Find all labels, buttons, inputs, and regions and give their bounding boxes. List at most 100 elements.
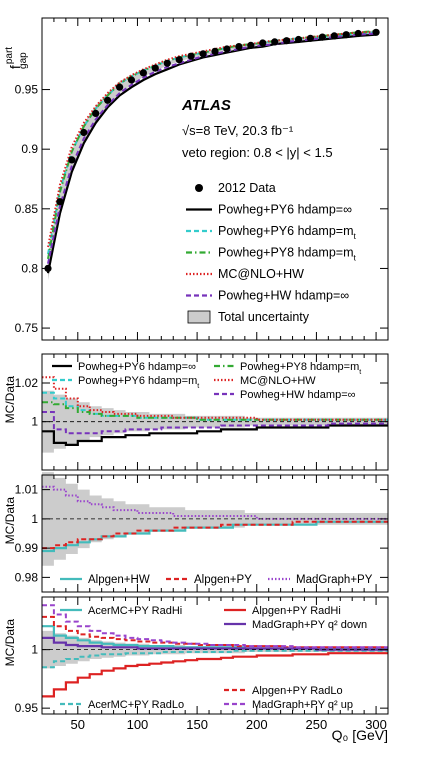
ratio3-uncertainty-band bbox=[42, 630, 388, 669]
ratio2-y-tick-label: 1.01 bbox=[15, 483, 39, 497]
x-tick-label: 150 bbox=[186, 717, 208, 732]
ratio2-y-axis-label: MC/Data bbox=[3, 497, 17, 545]
data-point bbox=[151, 64, 159, 72]
data-point bbox=[342, 31, 350, 39]
series-layer bbox=[42, 28, 388, 698]
legend-label: MadGraph+PY q² up bbox=[252, 699, 353, 711]
main-y-axis-label-sup: part bbox=[4, 47, 15, 64]
x-tick-label: 100 bbox=[127, 717, 149, 732]
data-point bbox=[211, 47, 219, 56]
ratio2-uncertainty-band bbox=[42, 472, 388, 566]
data-point bbox=[372, 28, 380, 36]
data-point bbox=[330, 32, 338, 40]
legend-label: Total uncertainty bbox=[218, 310, 310, 324]
ratio1-y-axis-label: MC/Data bbox=[3, 376, 17, 424]
legend-label: Powheg+PY6 hdamp=∞ bbox=[218, 203, 352, 217]
data-point bbox=[187, 52, 195, 60]
legend-label: Powheg+PY8 hdamp=mt bbox=[240, 361, 361, 376]
legend-label: Alpgen+PY RadHi bbox=[252, 605, 341, 617]
legend-label: Powheg+HW hdamp=∞ bbox=[240, 389, 355, 401]
ratio2-series-alpgen_hw bbox=[42, 520, 388, 553]
data-point bbox=[294, 35, 303, 44]
legend-label: MC@NLO+HW bbox=[218, 267, 304, 281]
x-axis-label: Q₀ [GeV] bbox=[332, 727, 388, 743]
data-point bbox=[175, 56, 183, 64]
data-point bbox=[116, 83, 124, 91]
ratio2-y-axis-label-text: MC/Data bbox=[3, 497, 17, 545]
legend-label-sub: t bbox=[354, 231, 357, 241]
legend-label: AcerMC+PY RadLo bbox=[88, 699, 184, 711]
ratio3-series-mg_q2up bbox=[42, 604, 388, 649]
ratio2-series-madgraph_py bbox=[42, 485, 388, 520]
ratio1-series-py6_inf bbox=[42, 424, 388, 446]
data-point bbox=[104, 96, 112, 104]
ratio1-series-py8_mt bbox=[42, 401, 388, 421]
main-y-tick-label: 0.85 bbox=[15, 202, 39, 216]
legend-marker bbox=[195, 184, 203, 192]
ratio3-y-tick-label: 0.95 bbox=[15, 701, 39, 715]
main-series-py6_inf bbox=[46, 33, 377, 274]
legend-label: AcerMC+PY RadHi bbox=[88, 605, 182, 617]
data-point bbox=[163, 59, 171, 67]
main-y-tick-label: 0.8 bbox=[21, 261, 38, 275]
ratio1-y-tick-label: 1 bbox=[31, 415, 38, 429]
data-point bbox=[306, 34, 314, 42]
ratio1-uncertainty-band bbox=[42, 390, 388, 453]
ratio3-y-axis-label-text: MC/Data bbox=[3, 619, 17, 667]
ratio1-y-tick-label: 1.02 bbox=[15, 376, 39, 390]
ratio2-frame bbox=[41, 474, 389, 593]
main-y-tick-label: 0.9 bbox=[21, 142, 38, 156]
ratio3-series-alpgen_radhi bbox=[42, 652, 388, 698]
legend-label: Powheg+PY6 hdamp=mt bbox=[78, 375, 199, 390]
atlas-label: ATLAS bbox=[181, 97, 231, 114]
legend-label: MC@NLO+HW bbox=[240, 375, 316, 387]
main-frame bbox=[41, 17, 389, 341]
legend-label-sub: t bbox=[197, 383, 199, 390]
data-point bbox=[139, 69, 147, 77]
main-series-hw_inf bbox=[47, 32, 377, 264]
x-tick-label: 250 bbox=[306, 717, 328, 732]
data-point bbox=[283, 37, 291, 45]
ratio3-series-acermc_lo bbox=[42, 649, 388, 669]
energy-lumi-label: √s=8 TeV, 20.3 fb⁻¹ bbox=[182, 123, 294, 138]
ratio1-frame bbox=[41, 353, 389, 471]
data-point bbox=[259, 39, 267, 47]
main-y-axis-label: fpart gap bbox=[4, 47, 29, 69]
legend-label: MadGraph+PY bbox=[296, 574, 373, 586]
veto-region-label: veto region: 0.8 < |y| < 1.5 bbox=[182, 145, 333, 160]
legend-label: Powheg+PY6 hdamp=∞ bbox=[78, 361, 196, 373]
ratio2-y-tick-label: 1 bbox=[31, 512, 38, 526]
ratio2-y-tick-label: 0.99 bbox=[15, 541, 39, 555]
legend-label: Alpgen+PY RadLo bbox=[252, 685, 343, 697]
legend-label: Powheg+HW hdamp=∞ bbox=[218, 289, 349, 303]
main-y-axis-label-sub: gap bbox=[18, 52, 29, 69]
legend-label: MadGraph+PY q² down bbox=[252, 619, 367, 631]
ratio3-y-axis-label: MC/Data bbox=[3, 619, 17, 667]
ratio3-series-mg_q2down bbox=[42, 636, 388, 651]
legend-label: 2012 Data bbox=[218, 181, 276, 195]
x-tick-label: 300 bbox=[365, 717, 387, 732]
ratio1-series-hw_inf bbox=[42, 411, 388, 435]
legends-layer: 2012 Data Powheg+PY6 hdamp=∞ Powheg+PY6 hd… bbox=[52, 181, 373, 711]
x-tick-label: 50 bbox=[71, 717, 85, 732]
data-point bbox=[247, 41, 255, 50]
ratio3-y-tick-label: 1 bbox=[31, 643, 38, 657]
main-y-tick-label: 0.75 bbox=[15, 321, 39, 335]
ratio2-y-tick-label: 0.98 bbox=[15, 570, 39, 584]
main-series-py6_mt bbox=[47, 31, 377, 255]
data-point bbox=[68, 156, 76, 164]
main-y-tick-label: 0.95 bbox=[15, 83, 39, 97]
data-point bbox=[318, 33, 326, 41]
data-point bbox=[92, 109, 100, 117]
uncertainty-bands bbox=[42, 30, 388, 669]
legend-label: Powheg+PY8 hdamp=mt bbox=[218, 246, 357, 263]
data-point bbox=[127, 76, 136, 84]
ratio3-frame bbox=[41, 596, 389, 715]
legend-box bbox=[187, 310, 211, 324]
data-point bbox=[354, 29, 362, 38]
legend-label-sub: t bbox=[359, 369, 361, 376]
data-point bbox=[271, 38, 279, 46]
data-point bbox=[199, 50, 207, 58]
